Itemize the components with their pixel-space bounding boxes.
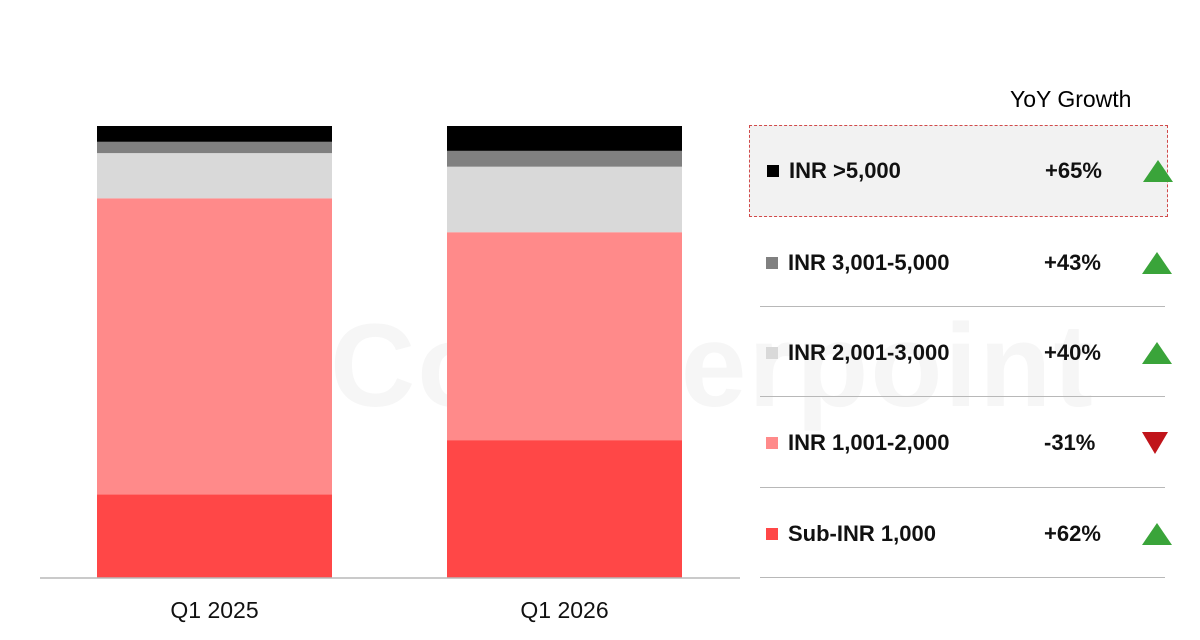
yoy-growth-header: YoY Growth: [1010, 86, 1132, 112]
legend-swatch: [766, 437, 778, 449]
legend-row-inr-1001-2000: INR 1,001-2,000 -31%: [760, 398, 1168, 488]
legend-growth: -31%: [1044, 430, 1096, 455]
legend-label: INR >5,000: [789, 158, 901, 183]
bar-segment-q1-2026-inr-1-001-2-000: [447, 232, 682, 441]
bar-segment-q1-2026-inr-5-000: [447, 126, 682, 151]
legend-swatch: [767, 165, 779, 177]
x-tick-label: Q1 2026: [520, 597, 608, 623]
legend-swatch: [766, 528, 778, 540]
legend-divider: [760, 306, 1165, 307]
legend-swatch: [766, 257, 778, 269]
up-arrow-icon: [1142, 342, 1172, 364]
legend-divider: [760, 487, 1165, 488]
legend-row-inr-over-5000: INR >5,000 +65%: [749, 125, 1173, 217]
legend-row-inr-2001-3000: INR 2,001-3,000 +40%: [760, 308, 1172, 398]
stacked-bar-chart: Q1 2025 Q1 2026: [40, 126, 740, 623]
bar-segment-q1-2025-inr-3-001-5-000: [97, 141, 332, 154]
bar-segment-q1-2025-sub-inr-1-000: [97, 494, 332, 578]
legend-label: Sub-INR 1,000: [788, 521, 936, 546]
legend-row-sub-inr-1000: Sub-INR 1,000 +62%: [760, 489, 1172, 579]
bar-segment-q1-2025-inr-2-001-3-000: [97, 153, 332, 199]
legend-divider: [760, 396, 1165, 397]
bar-segment-q1-2026-inr-3-001-5-000: [447, 150, 682, 167]
legend-label: INR 1,001-2,000: [788, 430, 950, 455]
legend-growth: +62%: [1044, 521, 1101, 546]
x-tick-label: Q1 2025: [170, 597, 258, 623]
legend-row-inr-3001-5000: INR 3,001-5,000 +43%: [760, 218, 1172, 308]
legend-label: INR 3,001-5,000: [788, 250, 950, 275]
legend-swatch: [766, 347, 778, 359]
down-arrow-icon: [1142, 432, 1168, 454]
up-arrow-icon: [1143, 160, 1173, 182]
bar-segment-q1-2026-sub-inr-1-000: [447, 440, 682, 578]
bar-segment-q1-2026-inr-2-001-3-000: [447, 166, 682, 233]
bar-segment-q1-2025-inr-5-000: [97, 126, 332, 142]
legend-divider: [760, 577, 1165, 578]
bar-segment-q1-2025-inr-1-001-2-000: [97, 198, 332, 495]
legend-growth: +40%: [1044, 340, 1101, 365]
up-arrow-icon: [1142, 523, 1172, 545]
legend-growth: +43%: [1044, 250, 1101, 275]
up-arrow-icon: [1142, 252, 1172, 274]
legend-label: INR 2,001-3,000: [788, 340, 950, 365]
legend-growth: +65%: [1045, 158, 1102, 183]
